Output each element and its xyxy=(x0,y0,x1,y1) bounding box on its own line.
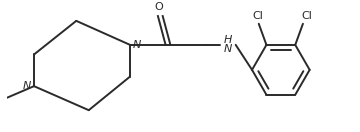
Text: Cl: Cl xyxy=(252,11,263,21)
Text: H
N: H N xyxy=(224,35,232,55)
Text: N: N xyxy=(23,81,31,91)
Text: N: N xyxy=(133,40,141,50)
Text: Cl: Cl xyxy=(301,11,312,21)
Text: O: O xyxy=(154,2,163,12)
